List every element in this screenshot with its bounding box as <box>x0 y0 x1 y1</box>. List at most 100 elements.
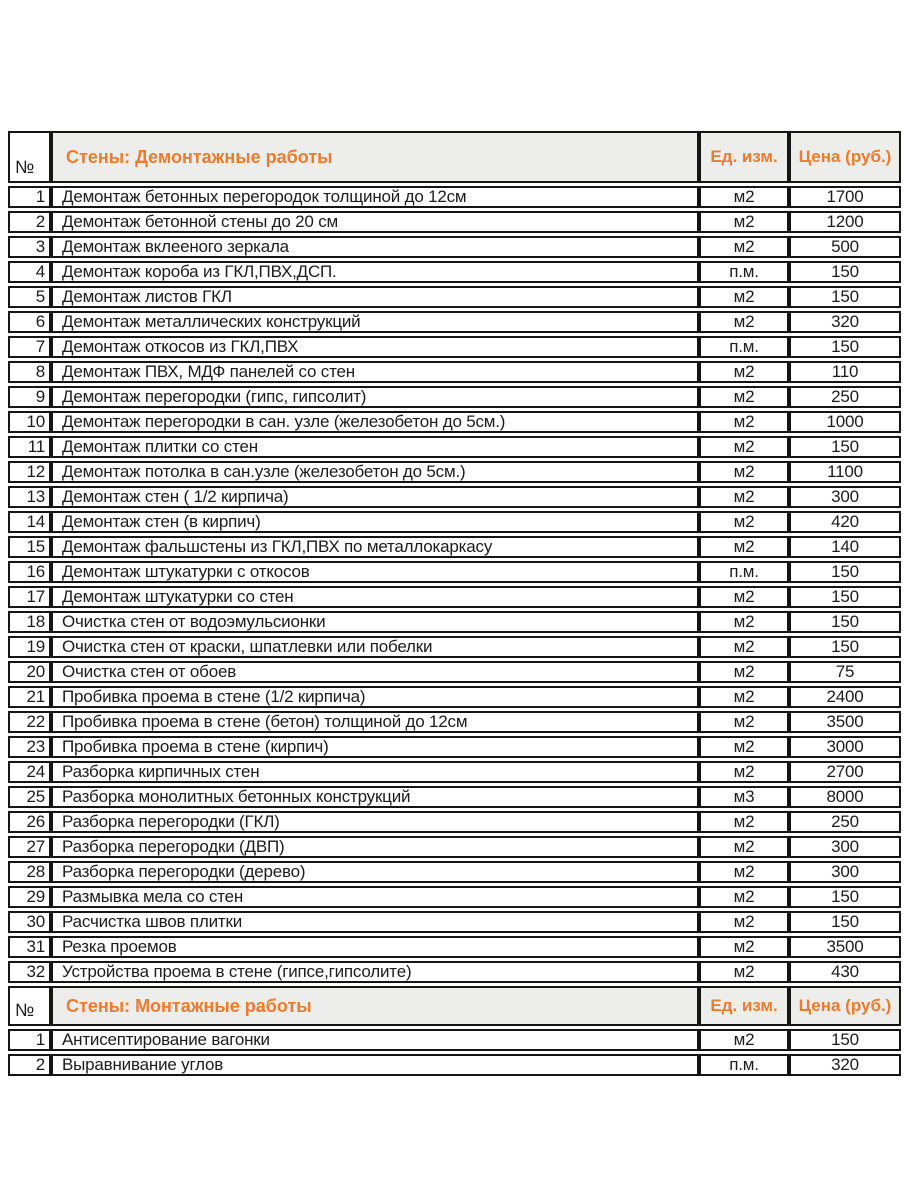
table-row: 18 Очистка стен от водоэмульсионки м2 15… <box>8 611 901 633</box>
row-number-cell: 18 <box>8 611 51 633</box>
price-cell: 150 <box>789 636 901 658</box>
work-name-cell: Демонтаж штукатурки с откосов <box>51 561 699 583</box>
unit-value: п.м. <box>729 562 759 581</box>
row-number: 14 <box>26 512 45 531</box>
table-row: 8 Демонтаж ПВХ, МДФ панелей со стен м2 1… <box>8 361 901 383</box>
unit-cell: м2 <box>699 411 789 433</box>
unit-cell: м2 <box>699 461 789 483</box>
work-name: Выравнивание углов <box>62 1055 224 1074</box>
row-number: 20 <box>26 662 45 681</box>
price-value: 150 <box>831 262 859 281</box>
unit-cell: м2 <box>699 661 789 683</box>
work-name-cell: Демонтаж плитки со стен <box>51 436 699 458</box>
work-name-cell: Демонтаж ПВХ, МДФ панелей со стен <box>51 361 699 383</box>
section-title: Стены: Демонтажные работы <box>66 146 333 167</box>
unit-cell: п.м. <box>699 336 789 358</box>
unit-cell: м2 <box>699 286 789 308</box>
price-value: 430 <box>831 962 859 981</box>
price-cell: 3500 <box>789 711 901 733</box>
section-rows: 1 Антисептирование вагонки м2 150 2 Выра… <box>8 1029 901 1076</box>
unit-value: м2 <box>733 437 755 456</box>
row-number: 5 <box>35 287 45 306</box>
row-number: 3 <box>35 237 45 256</box>
unit-value: м2 <box>733 887 755 906</box>
work-name: Резка проемов <box>62 937 177 956</box>
work-name: Очистка стен от краски, шпатлевки или по… <box>62 637 433 656</box>
work-name: Демонтаж металлических конструкций <box>62 312 361 331</box>
unit-cell: м2 <box>699 311 789 333</box>
work-name: Пробивка проема в стене (1/2 кирпича) <box>62 687 366 706</box>
price-cell: 1200 <box>789 211 901 233</box>
unit-value: м2 <box>733 937 755 956</box>
unit-value: м2 <box>733 862 755 881</box>
unit-value: м3 <box>733 787 755 806</box>
price-value: 150 <box>831 287 859 306</box>
section-title: Стены: Монтажные работы <box>66 995 312 1016</box>
work-name-cell: Разборка перегородки (ДВП) <box>51 836 699 858</box>
unit-value: м2 <box>733 587 755 606</box>
price-cell: 1000 <box>789 411 901 433</box>
row-number: 23 <box>26 737 45 756</box>
work-name: Антисептирование вагонки <box>62 1030 270 1049</box>
row-number-cell: 15 <box>8 536 51 558</box>
unit-value: м2 <box>733 1030 755 1049</box>
unit-cell: м2 <box>699 236 789 258</box>
work-name-cell: Демонтаж металлических конструкций <box>51 311 699 333</box>
row-number: 13 <box>26 487 45 506</box>
row-number: 1 <box>35 1030 45 1049</box>
unit-cell: м2 <box>699 686 789 708</box>
unit-column-label: Ед. изм. <box>710 147 778 166</box>
row-number: 6 <box>35 312 45 331</box>
price-cell: 1700 <box>789 186 901 208</box>
price-column-label: Цена (руб.) <box>798 147 892 166</box>
unit-cell: п.м. <box>699 1054 789 1076</box>
unit-value: п.м. <box>729 1055 759 1074</box>
column-header-unit: Ед. изм. <box>699 131 789 183</box>
row-number: 2 <box>35 1055 45 1074</box>
table-section: № Стены: Демонтажные работы Ед. изм. Цен… <box>8 131 901 983</box>
unit-value: м2 <box>733 212 755 231</box>
price-value: 250 <box>831 812 859 831</box>
price-column-label: Цена (руб.) <box>798 996 892 1015</box>
row-number-cell: 21 <box>8 686 51 708</box>
column-header-unit: Ед. изм. <box>699 986 789 1026</box>
unit-cell: м3 <box>699 786 789 808</box>
price-value: 150 <box>831 887 859 906</box>
work-name-cell: Демонтаж вклееного зеркала <box>51 236 699 258</box>
unit-value: м2 <box>733 762 755 781</box>
price-cell: 150 <box>789 561 901 583</box>
price-value: 2700 <box>826 762 864 781</box>
unit-value: м2 <box>733 312 755 331</box>
price-cell: 420 <box>789 511 901 533</box>
row-number-cell: 2 <box>8 1054 51 1076</box>
row-number: 2 <box>35 212 45 231</box>
price-cell: 75 <box>789 661 901 683</box>
price-cell: 430 <box>789 961 901 983</box>
work-name: Демонтаж плитки со стен <box>62 437 258 456</box>
unit-value: м2 <box>733 712 755 731</box>
table-row: 4 Демонтаж короба из ГКЛ,ПВХ,ДСП. п.м. 1… <box>8 261 901 283</box>
column-header-number: № <box>8 986 51 1026</box>
table-row: 15 Демонтаж фальшстены из ГКЛ,ПВХ по мет… <box>8 536 901 558</box>
work-name-cell: Демонтаж стен ( 1/2 кирпича) <box>51 486 699 508</box>
price-value: 150 <box>831 612 859 631</box>
row-number-cell: 28 <box>8 861 51 883</box>
row-number-cell: 11 <box>8 436 51 458</box>
row-number-cell: 5 <box>8 286 51 308</box>
price-cell: 150 <box>789 586 901 608</box>
row-number: 24 <box>26 762 45 781</box>
table-row: 27 Разборка перегородки (ДВП) м2 300 <box>8 836 901 858</box>
price-cell: 150 <box>789 886 901 908</box>
table-row: 24 Разборка кирпичных стен м2 2700 <box>8 761 901 783</box>
work-name-cell: Пробивка проема в стене (кирпич) <box>51 736 699 758</box>
price-value: 150 <box>831 637 859 656</box>
table-row: 6 Демонтаж металлических конструкций м2 … <box>8 311 901 333</box>
work-name: Демонтаж потолка в сан.узле (железобетон… <box>62 462 466 481</box>
price-cell: 300 <box>789 486 901 508</box>
work-name-cell: Устройства проема в стене (гипсе,гипсоли… <box>51 961 699 983</box>
price-value: 420 <box>831 512 859 531</box>
table-sections: № Стены: Демонтажные работы Ед. изм. Цен… <box>8 131 901 1076</box>
price-value: 1700 <box>826 187 864 206</box>
table-row: 16 Демонтаж штукатурки с откосов п.м. 15… <box>8 561 901 583</box>
work-name: Очистка стен от обоев <box>62 662 237 681</box>
